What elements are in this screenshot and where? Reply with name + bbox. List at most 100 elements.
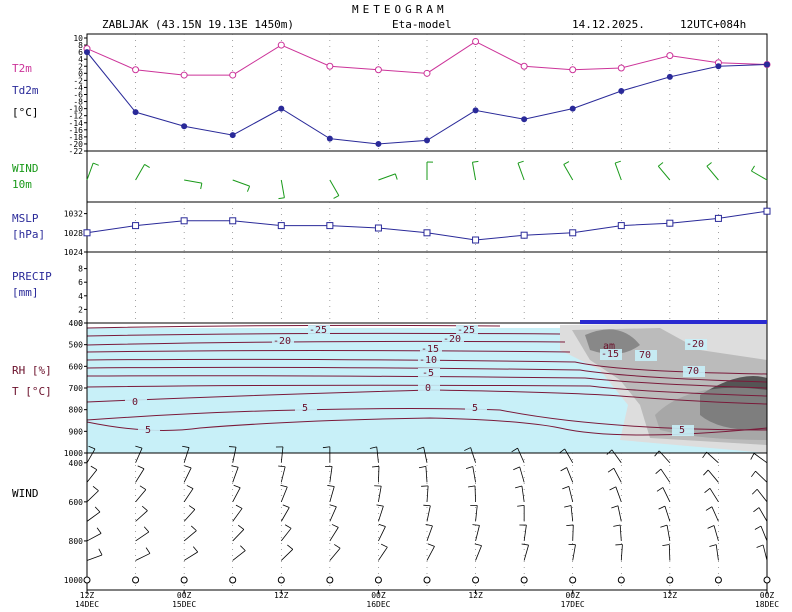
windprof-barb-feather	[607, 467, 615, 473]
windprof-barb	[570, 505, 574, 522]
windprof-barb-feather	[331, 524, 339, 528]
windprof-barb-feather	[709, 544, 717, 547]
windprof-barb-feather	[188, 505, 196, 510]
windprof-barb-feather	[96, 527, 102, 534]
td2m-point	[229, 132, 236, 139]
wind10-barb-feather	[472, 160, 479, 163]
contour-label-bg	[685, 339, 707, 350]
station-label: ZABLJAK (43.15N 19.13E 1450m)	[102, 18, 294, 31]
windprof-barb	[135, 531, 150, 542]
td2m-point	[715, 63, 722, 70]
windprof-barb-feather	[750, 470, 756, 478]
windprof-barb	[232, 467, 239, 483]
wind10-barb-feather	[333, 195, 340, 199]
mslp-point	[617, 222, 625, 230]
isotherm-line	[86, 417, 768, 436]
windprof-barb	[519, 466, 525, 483]
windprof-barb-feather	[184, 465, 192, 469]
windprof-barb-feather	[654, 450, 660, 457]
td2m-point	[764, 61, 770, 68]
contour-label: am	[603, 341, 615, 352]
windprof-barb	[86, 533, 102, 542]
contour-label: 5	[472, 403, 478, 414]
wind10-barb-feather	[657, 162, 664, 167]
contour-label-bg	[683, 366, 705, 377]
td2m-point	[521, 116, 528, 123]
windprof-barb	[613, 467, 622, 483]
mslp-point	[229, 217, 237, 225]
wind10-barb	[184, 179, 202, 184]
windprof-barb	[281, 549, 294, 561]
windprof-barb-feather	[472, 524, 480, 526]
contour-label-bg	[295, 403, 317, 414]
temp-tick-label: -20	[69, 140, 84, 149]
contour-label-bg	[125, 397, 147, 408]
mslp-unit-label: [hPa]	[12, 228, 45, 241]
windprof-calm	[374, 576, 382, 584]
t2m-point	[180, 71, 188, 79]
windprof-barb	[426, 525, 433, 542]
windprof-barb-feather	[703, 469, 709, 476]
windprof-barb-feather	[662, 544, 670, 547]
windprof-barb-feather	[753, 507, 760, 513]
wind10-barb-feather	[563, 161, 570, 165]
windprof-barb-feather	[378, 523, 386, 527]
windprof-barb-feather	[566, 524, 574, 526]
windprof-barb-feather	[192, 546, 199, 553]
windprof-barb	[760, 525, 768, 542]
windprof-barb	[86, 469, 98, 483]
windprof-barb	[135, 553, 151, 561]
mslp-point	[569, 229, 577, 237]
windprof-barb	[232, 508, 243, 522]
contour-label: 5	[302, 403, 308, 414]
isotherm-line	[86, 408, 768, 431]
windprof-barb	[86, 448, 96, 463]
windprof-barb-feather	[704, 487, 711, 494]
windprof-barb-feather	[609, 486, 616, 491]
windprof-barb	[620, 544, 623, 561]
windprof-barb-feather	[186, 485, 194, 489]
contour-label: 0	[132, 397, 138, 408]
t2m-point	[472, 38, 480, 46]
windprof-barb-feather	[558, 448, 565, 454]
windprof-barb	[86, 554, 103, 561]
date-label: 14.12.2025.	[572, 18, 645, 31]
contour-label-bg	[418, 368, 440, 379]
windprof-barb	[135, 510, 148, 522]
temp-tick-label: -4	[73, 83, 83, 92]
rh-tick-label: 1000	[64, 449, 83, 458]
wind10-barb	[329, 179, 340, 196]
windprof-calm	[277, 576, 285, 584]
contour-label: 5	[679, 425, 685, 436]
contour-label: -25	[457, 325, 475, 336]
windprof-barb	[572, 544, 576, 561]
windprof-barb-feather	[564, 505, 572, 508]
wind10-barb	[517, 162, 525, 181]
windprof-barb	[183, 509, 196, 522]
windprof-calm	[714, 576, 722, 584]
windprof-barb-feather	[240, 545, 246, 551]
windprof-barb	[523, 525, 527, 541]
windprof-calm	[520, 576, 528, 584]
windprof-barb	[232, 529, 245, 542]
windprof-barb	[378, 466, 380, 483]
wind10-barb	[135, 164, 146, 181]
windprof-barb	[711, 506, 719, 522]
contour-label-bg	[308, 325, 330, 336]
t2m-point	[277, 41, 285, 49]
temp-tick-label: 8	[78, 41, 83, 50]
windprof-barb-feather	[464, 447, 471, 451]
windprof-barb	[135, 468, 145, 483]
isotherm-line	[86, 350, 571, 353]
contour-label-bg	[418, 355, 440, 366]
isotherm-line	[86, 324, 501, 329]
td2m-point	[472, 107, 479, 114]
windprof-barb-feather	[416, 446, 424, 450]
windprof-barb-feather	[423, 504, 431, 507]
td2m-point	[666, 73, 673, 80]
windprof-barb-feather	[418, 465, 426, 469]
windprof-calm	[132, 576, 140, 584]
windprof-barb	[232, 487, 241, 503]
temp-tick-label: -6	[73, 91, 83, 100]
windprof-barb-feather	[658, 505, 666, 510]
